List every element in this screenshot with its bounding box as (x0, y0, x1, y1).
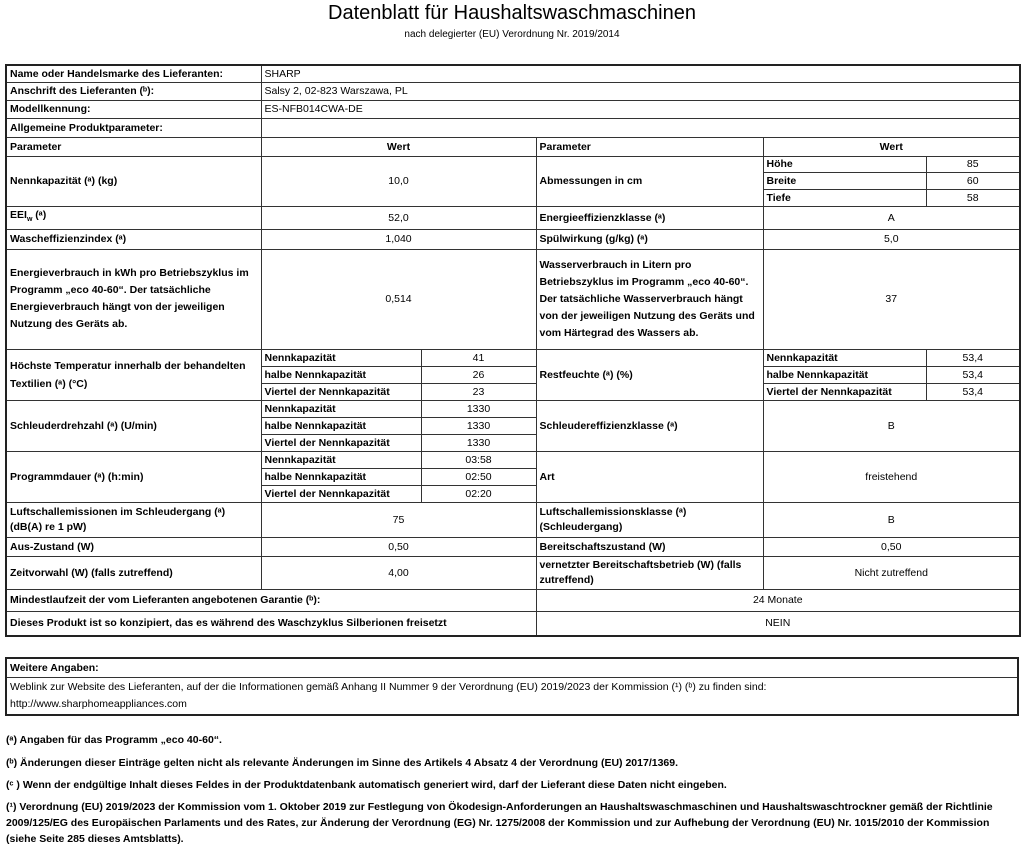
spin-key: halbe Nennkapazität (260, 416, 422, 435)
delay-label: Zeitvorwahl (W) (falls zutreffend) (5, 555, 262, 590)
duration-label: Programmdauer (ᵃ) (h:min) (5, 450, 262, 503)
footnote-b: (ᵇ) Änderungen dieser Einträge gelten ni… (6, 757, 679, 769)
moisture-key: Nennkapazität (762, 348, 927, 367)
temp-label: Höchste Temperatur innerhalb der behande… (5, 348, 262, 401)
type-label: Art (535, 450, 764, 503)
further-label: Weitere Angaben: (5, 657, 1019, 678)
silver-value: NEIN (535, 610, 1021, 637)
wash-index-label: Wascheffizienzindex (ᵃ) (5, 228, 262, 250)
spin-label: Schleuderdrehzahl (ᵃ) (U/min) (5, 399, 262, 452)
temp-value: 26 (420, 365, 537, 384)
dim-value: 58 (925, 188, 1021, 207)
noise-class-value: B (762, 501, 1021, 538)
temp-key: Viertel der Nennkapazität (260, 382, 422, 401)
moisture-label: Restfeuchte (ᵃ) (%) (535, 348, 764, 401)
water-label: Wasserverbrauch in Litern pro Betriebszy… (535, 248, 764, 350)
moisture-value: 53,4 (925, 348, 1021, 367)
temp-key: Nennkapazität (260, 348, 422, 367)
header-value-2: Wert (762, 136, 1021, 157)
supplier-value: SHARP (260, 64, 1021, 83)
model-value: ES-NFB014CWA-DE (260, 99, 1021, 119)
noise-class-label: Luftschallemissionsklasse (ᵃ) (Schleuder… (535, 501, 764, 538)
rinse-value: 5,0 (762, 228, 1021, 250)
type-value: freistehend (762, 450, 1021, 503)
further-info-table: Weitere Angaben: Weblink zur Website des… (5, 657, 1019, 716)
supplier-weblink[interactable]: http://www.sharphomeappliances.com (10, 697, 187, 710)
page-subtitle: nach delegierter (EU) Verordnung Nr. 201… (404, 29, 620, 40)
energy-label: Energieverbrauch in kWh pro Betriebszykl… (5, 248, 262, 350)
dim-key: Höhe (762, 155, 927, 173)
moisture-key: Viertel der Nennkapazität (762, 382, 927, 401)
duration-value: 02:20 (420, 484, 537, 503)
duration-key: Nennkapazität (260, 450, 422, 469)
off-label: Aus-Zustand (W) (5, 536, 262, 557)
spin-value: 1330 (420, 399, 537, 418)
moisture-value: 53,4 (925, 365, 1021, 384)
warranty-value: 24 Monate (535, 588, 1021, 612)
spin-key: Viertel der Nennkapazität (260, 433, 422, 452)
spin-class-label: Schleudereffizienzklasse (ᵃ) (535, 399, 764, 452)
energy-class-value: A (762, 205, 1021, 230)
supplier-label: Name oder Handelsmarke des Lieferanten: (5, 64, 262, 83)
capacity-value: 10,0 (260, 155, 537, 207)
moisture-value: 53,4 (925, 382, 1021, 401)
header-param: Parameter (5, 136, 262, 157)
moisture-key: halbe Nennkapazität (762, 365, 927, 384)
delay-value: 4,00 (260, 555, 537, 590)
footnote-a: (ᵃ) Angaben für das Programm „eco 40-60“… (6, 734, 222, 746)
standby-value: 0,50 (762, 536, 1021, 557)
off-value: 0,50 (260, 536, 537, 557)
datasheet-table: Name oder Handelsmarke des Lieferanten: S… (5, 64, 1022, 637)
spin-key: Nennkapazität (260, 399, 422, 418)
eei-label: EEIw (ᵃ) (5, 205, 262, 230)
networked-value: Nicht zutreffend (762, 555, 1021, 590)
dim-key: Breite (762, 171, 927, 190)
temp-value: 23 (420, 382, 537, 401)
header-param-2: Parameter (535, 136, 764, 157)
header-value: Wert (260, 136, 537, 157)
spin-value: 1330 (420, 433, 537, 452)
duration-value: 02:50 (420, 467, 537, 486)
further-text: Weblink zur Website des Lieferanten, auf… (10, 680, 767, 693)
silver-label: Dieses Produkt ist so konzipiert, das es… (5, 610, 537, 637)
dimensions-label: Abmessungen in cm (535, 155, 764, 207)
capacity-label: Nennkapazität (ᵃ) (kg) (5, 155, 262, 207)
address-label: Anschrift des Lieferanten (ᵇ): (5, 81, 262, 101)
duration-key: Viertel der Nennkapazität (260, 484, 422, 503)
warranty-label: Mindestlaufzeit der vom Lieferanten ange… (5, 588, 537, 612)
temp-key: halbe Nennkapazität (260, 365, 422, 384)
footnote-c: (ᶜ ) Wenn der endgültige Inhalt dieses F… (6, 779, 727, 791)
networked-label: vernetzter Bereitschaftsbetrieb (W) (fal… (535, 555, 764, 590)
rinse-label: Spülwirkung (g/kg) (ᵃ) (535, 228, 764, 250)
eei-value: 52,0 (260, 205, 537, 230)
dim-value: 85 (925, 155, 1021, 173)
temp-value: 41 (420, 348, 537, 367)
water-value: 37 (762, 248, 1021, 350)
general-label: Allgemeine Produktparameter: (5, 117, 262, 138)
dim-value: 60 (925, 171, 1021, 190)
footnote-1: (¹) Verordnung (EU) 2019/2023 der Kommis… (6, 801, 993, 845)
energy-class-label: Energieeffizienzklasse (ᵃ) (535, 205, 764, 230)
noise-label: Luftschallemissionen im Schleudergang (ᵃ… (5, 501, 262, 538)
model-label: Modellkennung: (5, 99, 262, 119)
energy-value: 0,514 (260, 248, 537, 350)
spin-class-value: B (762, 399, 1021, 452)
noise-value: 75 (260, 501, 537, 538)
wash-index-value: 1,040 (260, 228, 537, 250)
page-title: Datenblatt für Haushaltswaschmaschinen (328, 2, 696, 24)
address-value: Salsy 2, 02-823 Warszawa, PL (260, 81, 1021, 101)
spin-value: 1330 (420, 416, 537, 435)
dim-key: Tiefe (762, 188, 927, 207)
duration-key: halbe Nennkapazität (260, 467, 422, 486)
standby-label: Bereitschaftszustand (W) (535, 536, 764, 557)
duration-value: 03:58 (420, 450, 537, 469)
